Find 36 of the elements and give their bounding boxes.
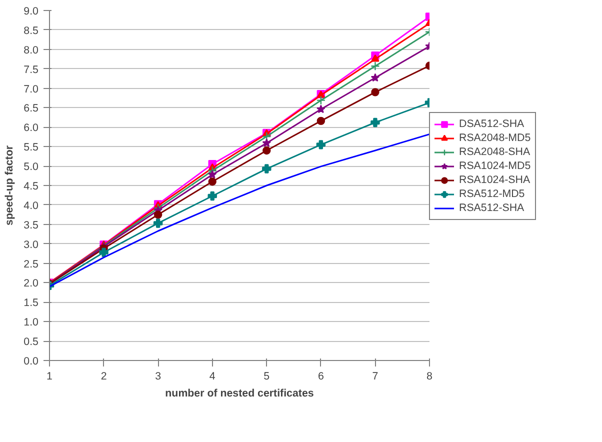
- y-tick-label: 8.0: [24, 44, 39, 56]
- legend-label: RSA2048-SHA: [459, 145, 530, 159]
- y-tick-label: 2.0: [24, 278, 39, 290]
- x-tick-label: 8: [426, 370, 433, 382]
- y-tick-label: 1.0: [24, 316, 39, 329]
- y-tick-label: 3.0: [24, 238, 39, 251]
- legend-label: RSA512-MD5: [459, 187, 525, 201]
- x-tick-label: 4: [209, 370, 216, 382]
- y-tick-label: 6.0: [24, 122, 39, 134]
- legend-label: RSA1024-MD5: [459, 159, 531, 173]
- y-tick-label: 5.0: [24, 161, 39, 174]
- x-tick-label: 1: [46, 370, 53, 382]
- y-tick-label: 2.5: [24, 258, 39, 270]
- y-tick-label: 5.5: [24, 142, 39, 154]
- x-tick-label: 7: [372, 370, 378, 382]
- y-tick-label: 8.5: [24, 24, 39, 37]
- y-tick-label: 1.5: [24, 297, 39, 310]
- y-tick-label: 4.0: [24, 200, 39, 212]
- y-tick-label: 0.5: [24, 336, 39, 348]
- y-tick-label: 0.0: [24, 356, 39, 368]
- y-tick-label: 4.5: [24, 180, 39, 192]
- y-tick-label: 7.5: [24, 64, 39, 76]
- y-axis-title: speed-up factor: [4, 146, 16, 226]
- x-tick-label: 3: [155, 370, 162, 382]
- legend-label: RSA2048-MD5: [459, 131, 531, 145]
- x-tick-label: 6: [318, 370, 324, 382]
- y-tick-label: 7.0: [24, 83, 39, 96]
- x-tick-label: 2: [100, 370, 107, 382]
- legend-label: RSA1024-SHA: [459, 173, 530, 187]
- y-tick-label: 6.5: [24, 102, 39, 115]
- y-tick-label: 9.0: [24, 6, 39, 18]
- x-tick-label: 5: [264, 370, 270, 382]
- legend-label: RSA512-SHA: [459, 201, 524, 215]
- y-tick-label: 3.5: [24, 219, 39, 232]
- legend-label: DSA512-SHA: [459, 117, 524, 131]
- x-axis-title: number of nested certificates: [165, 388, 314, 400]
